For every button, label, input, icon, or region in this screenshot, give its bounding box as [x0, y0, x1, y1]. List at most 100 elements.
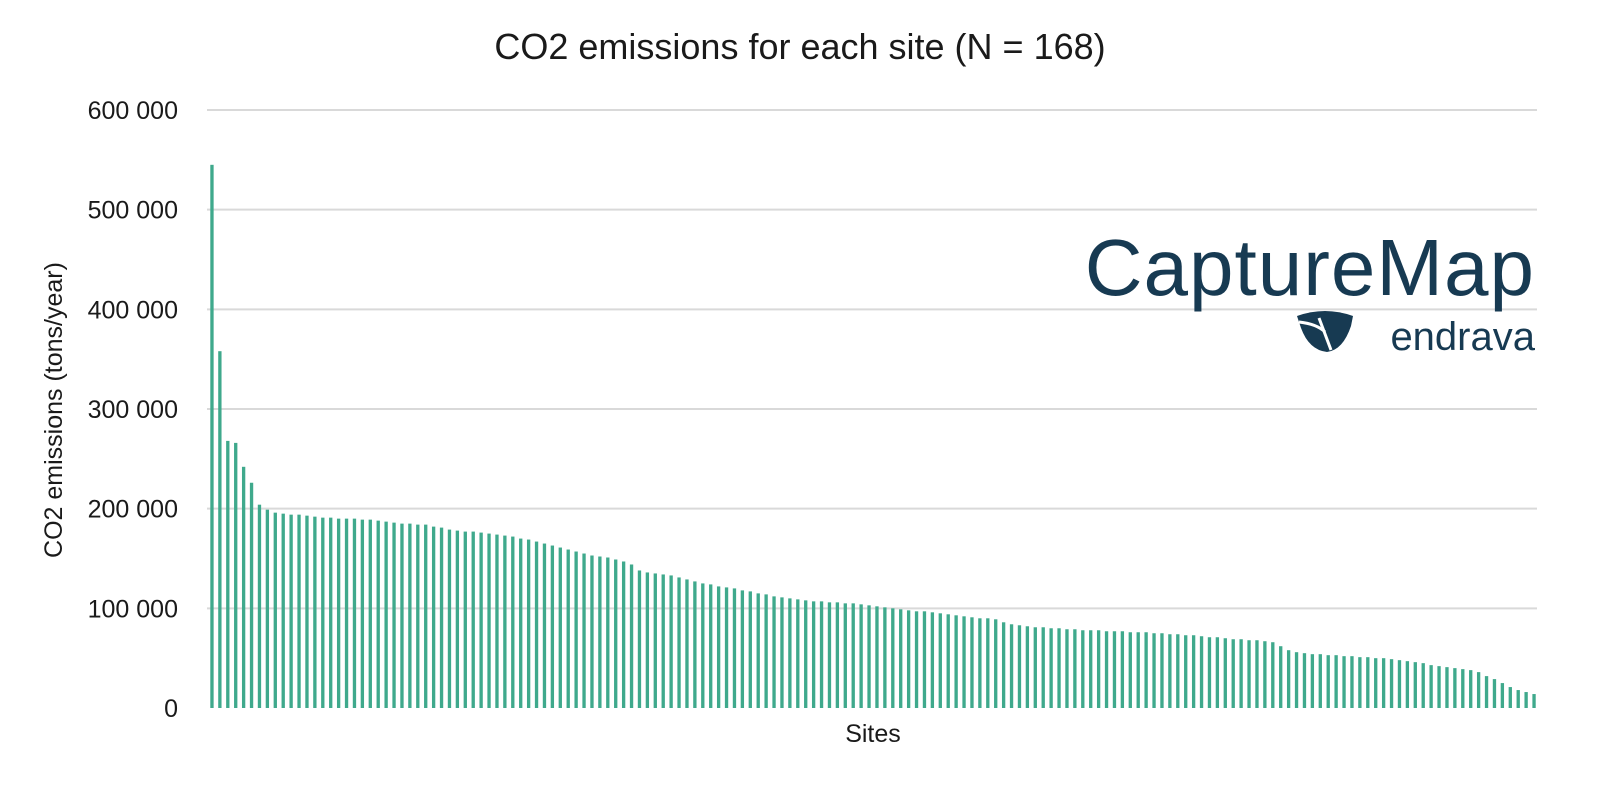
bar [606, 557, 610, 708]
bar [1413, 662, 1417, 708]
bar [1532, 694, 1536, 708]
bar [376, 520, 380, 708]
bar [732, 588, 737, 708]
bar [1104, 631, 1109, 708]
bar [970, 617, 974, 708]
bar [1136, 632, 1140, 708]
bar [534, 541, 539, 708]
bar [234, 442, 238, 708]
bar [463, 531, 467, 708]
y-tick-label: 300 000 [88, 396, 178, 424]
bar [748, 591, 752, 708]
bar [637, 570, 642, 708]
bar [479, 532, 483, 708]
bar [1453, 668, 1457, 708]
bar [1508, 687, 1512, 708]
bar [677, 577, 681, 708]
bar [653, 573, 657, 708]
bar [1381, 658, 1386, 708]
bar [1207, 637, 1212, 708]
bar [519, 538, 523, 708]
bar [566, 549, 570, 708]
bar [946, 614, 950, 708]
y-axis-title: CO2 emissions (tons/year) [40, 262, 68, 558]
bar [1397, 660, 1402, 708]
chart-title: CO2 emissions for each site (N = 168) [494, 26, 1106, 67]
bar [693, 581, 697, 708]
bar [360, 519, 365, 708]
bar [1389, 659, 1394, 708]
bar [629, 564, 634, 708]
bar [550, 545, 555, 708]
bar [297, 514, 301, 708]
bar [1065, 629, 1069, 708]
bar [954, 615, 958, 708]
bar [329, 517, 333, 708]
bar [455, 530, 460, 708]
bar [574, 551, 578, 708]
bar [621, 561, 626, 708]
bar [1492, 679, 1497, 708]
bar [511, 536, 515, 708]
bar [1049, 628, 1053, 708]
bar [930, 612, 935, 708]
bar [899, 609, 903, 708]
bar [827, 602, 832, 708]
bar [313, 516, 317, 708]
bar [1437, 666, 1441, 708]
bar [1112, 631, 1117, 708]
bar [891, 608, 895, 708]
bar [273, 512, 277, 708]
bar [416, 524, 420, 708]
bar [305, 515, 309, 708]
bar [1500, 683, 1505, 708]
bar [1247, 640, 1251, 708]
logo-name: CaptureMap [1085, 223, 1535, 312]
bar [1429, 665, 1433, 708]
bar [336, 518, 341, 708]
bar [1302, 653, 1307, 708]
bar [1286, 650, 1291, 708]
bar [867, 605, 871, 708]
bar [1041, 627, 1045, 708]
bar [1215, 637, 1220, 708]
bar [503, 535, 507, 708]
bar [938, 613, 942, 708]
bars [210, 164, 1536, 708]
bar [756, 593, 760, 708]
bar [487, 533, 491, 708]
y-tick-label: 500 000 [88, 197, 178, 225]
bar [962, 616, 966, 708]
bar [1152, 633, 1156, 708]
bar [1120, 631, 1125, 708]
bar [1310, 654, 1315, 708]
bar [321, 517, 325, 708]
bar [526, 539, 531, 708]
bar [447, 529, 452, 708]
bar [281, 513, 285, 708]
y-tick-label: 0 [164, 695, 178, 723]
bar [740, 590, 745, 708]
bar [265, 509, 270, 708]
bar [471, 531, 475, 708]
bar [1033, 627, 1037, 708]
bar [1366, 657, 1370, 708]
bar [249, 482, 254, 708]
bar [1025, 626, 1030, 708]
bar [1358, 657, 1362, 708]
bar [1001, 622, 1006, 708]
bar [344, 518, 349, 708]
bar [986, 618, 990, 708]
y-tick-labels: 0 100 000 200 000 300 000 400 000 500 000 600 … [88, 97, 178, 723]
bar [384, 521, 388, 708]
bar [439, 527, 444, 708]
bar [716, 586, 721, 708]
bar [1476, 672, 1481, 708]
bar [811, 601, 816, 708]
bar [1350, 656, 1354, 708]
bar [819, 601, 824, 708]
bar [1144, 632, 1148, 708]
bar [709, 584, 713, 708]
bar [1239, 639, 1243, 708]
bar [804, 600, 808, 708]
